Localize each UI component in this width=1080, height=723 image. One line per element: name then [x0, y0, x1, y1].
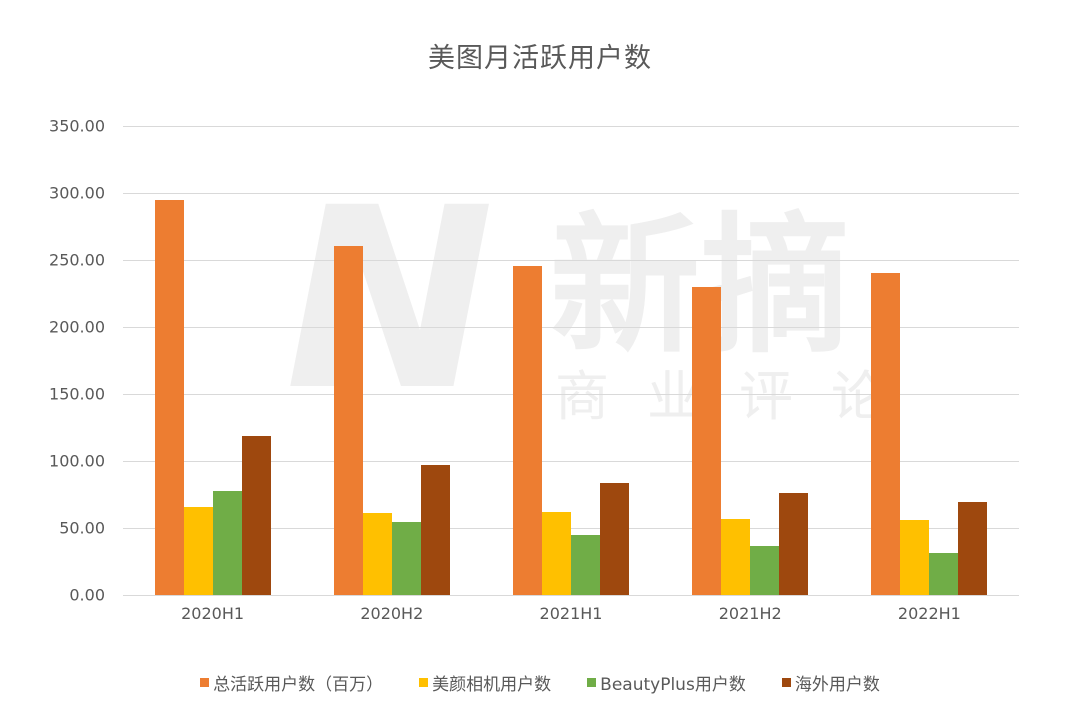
gridline: [123, 193, 1019, 194]
bar-2020H2-series-2: [391, 521, 421, 595]
y-tick-label: 300.00: [49, 183, 105, 203]
legend-swatch-icon: [419, 678, 429, 687]
legend-label: 海外用户数: [794, 675, 880, 695]
bar-2021H1-series-3: [600, 482, 629, 595]
x-tick-label: 2020H2: [360, 604, 424, 623]
legend-item: 总活跃用户数（百万）: [200, 670, 383, 695]
legend-swatch-icon: [200, 678, 210, 687]
chart-title: 美图月活跃用户数: [428, 43, 652, 74]
x-tick-label: 2021H1: [539, 604, 603, 623]
legend-swatch-icon: [781, 678, 791, 687]
bar-2022H1-series-1: [900, 519, 930, 595]
legend-label: 美颜相机用户数: [432, 675, 552, 695]
gridline: [123, 595, 1019, 596]
bar-2022H1-series-3: [958, 502, 988, 595]
legend-label: 总活跃用户数（百万）: [213, 675, 384, 695]
bar-2021H1-series-2: [571, 534, 600, 595]
y-tick-label: 50.00: [59, 518, 105, 538]
bar-2020H2-series-3: [420, 465, 450, 595]
legend-swatch-icon: [587, 678, 597, 687]
bar-2020H1-series-1: [183, 506, 213, 595]
bar-2021H1-series-1: [542, 511, 571, 595]
bar-2022H1-series-0: [871, 273, 901, 595]
bar-2021H2-series-3: [779, 493, 809, 595]
bar-2021H2-series-0: [692, 286, 722, 595]
legend: 总活跃用户数（百万） 美颜相机用户数 BeautyPlus用户数 海外用户数: [0, 670, 1080, 695]
gridline: [123, 126, 1019, 127]
y-tick-label: 350.00: [49, 116, 105, 136]
bar-2020H2-series-0: [333, 246, 363, 595]
bar-2021H2-series-2: [750, 545, 780, 595]
gridline: [123, 260, 1019, 261]
plot-area: [123, 126, 1019, 596]
y-tick-label: 200.00: [49, 317, 105, 337]
x-tick-label: 2020H1: [181, 604, 245, 623]
legend-item: BeautyPlus用户数: [587, 670, 746, 695]
bar-2020H1-series-0: [154, 199, 184, 595]
x-tick-label: 2021H2: [718, 604, 782, 623]
bar-2020H2-series-1: [362, 513, 392, 595]
x-tick-label: 2022H1: [897, 604, 961, 623]
gridline: [123, 528, 1019, 529]
legend-label: BeautyPlus用户数: [600, 675, 746, 695]
gridline: [123, 394, 1019, 395]
legend-item: 美颜相机用户数: [419, 670, 551, 695]
gridline: [123, 327, 1019, 328]
bar-2020H1-series-3: [241, 435, 271, 595]
bar-2021H1-series-0: [513, 266, 542, 595]
y-tick-label: 100.00: [49, 451, 105, 471]
y-tick-label: 150.00: [49, 384, 105, 404]
y-tick-label: 250.00: [49, 250, 105, 270]
gridline: [123, 461, 1019, 462]
bar-2020H1-series-2: [212, 491, 242, 595]
bar-2021H2-series-1: [721, 519, 751, 595]
legend-item: 海外用户数: [781, 670, 880, 695]
bar-2022H1-series-2: [929, 553, 959, 595]
y-tick-label: 0.00: [69, 585, 105, 605]
